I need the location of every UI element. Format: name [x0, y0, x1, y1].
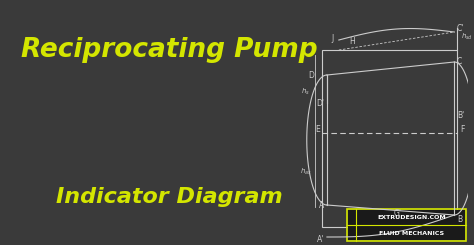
Text: C': C' — [457, 24, 465, 34]
Text: C: C — [457, 58, 462, 66]
Text: H: H — [349, 37, 355, 47]
Text: $h_s$: $h_s$ — [301, 86, 310, 97]
Text: Indicator Diagram: Indicator Diagram — [56, 187, 283, 207]
Bar — [322, 50, 457, 227]
Text: EXTRUDESIGN.COM: EXTRUDESIGN.COM — [377, 215, 446, 220]
Bar — [347, 209, 466, 241]
Text: J: J — [331, 35, 333, 44]
Text: B: B — [457, 215, 462, 223]
Text: Reciprocating Pump: Reciprocating Pump — [21, 37, 318, 63]
Text: FLUID MECHANICS: FLUID MECHANICS — [379, 231, 444, 235]
Text: $h_{as}$: $h_{as}$ — [300, 167, 312, 177]
Text: F: F — [460, 124, 464, 134]
Text: G': G' — [393, 208, 401, 218]
Text: E: E — [315, 124, 319, 134]
Text: D': D' — [316, 98, 324, 108]
Text: A': A' — [317, 234, 324, 244]
Text: D: D — [308, 71, 314, 79]
Text: B': B' — [457, 110, 465, 120]
Text: A: A — [319, 200, 324, 209]
Text: $h_{sd}$: $h_{sd}$ — [461, 32, 473, 42]
Bar — [348, 210, 465, 240]
